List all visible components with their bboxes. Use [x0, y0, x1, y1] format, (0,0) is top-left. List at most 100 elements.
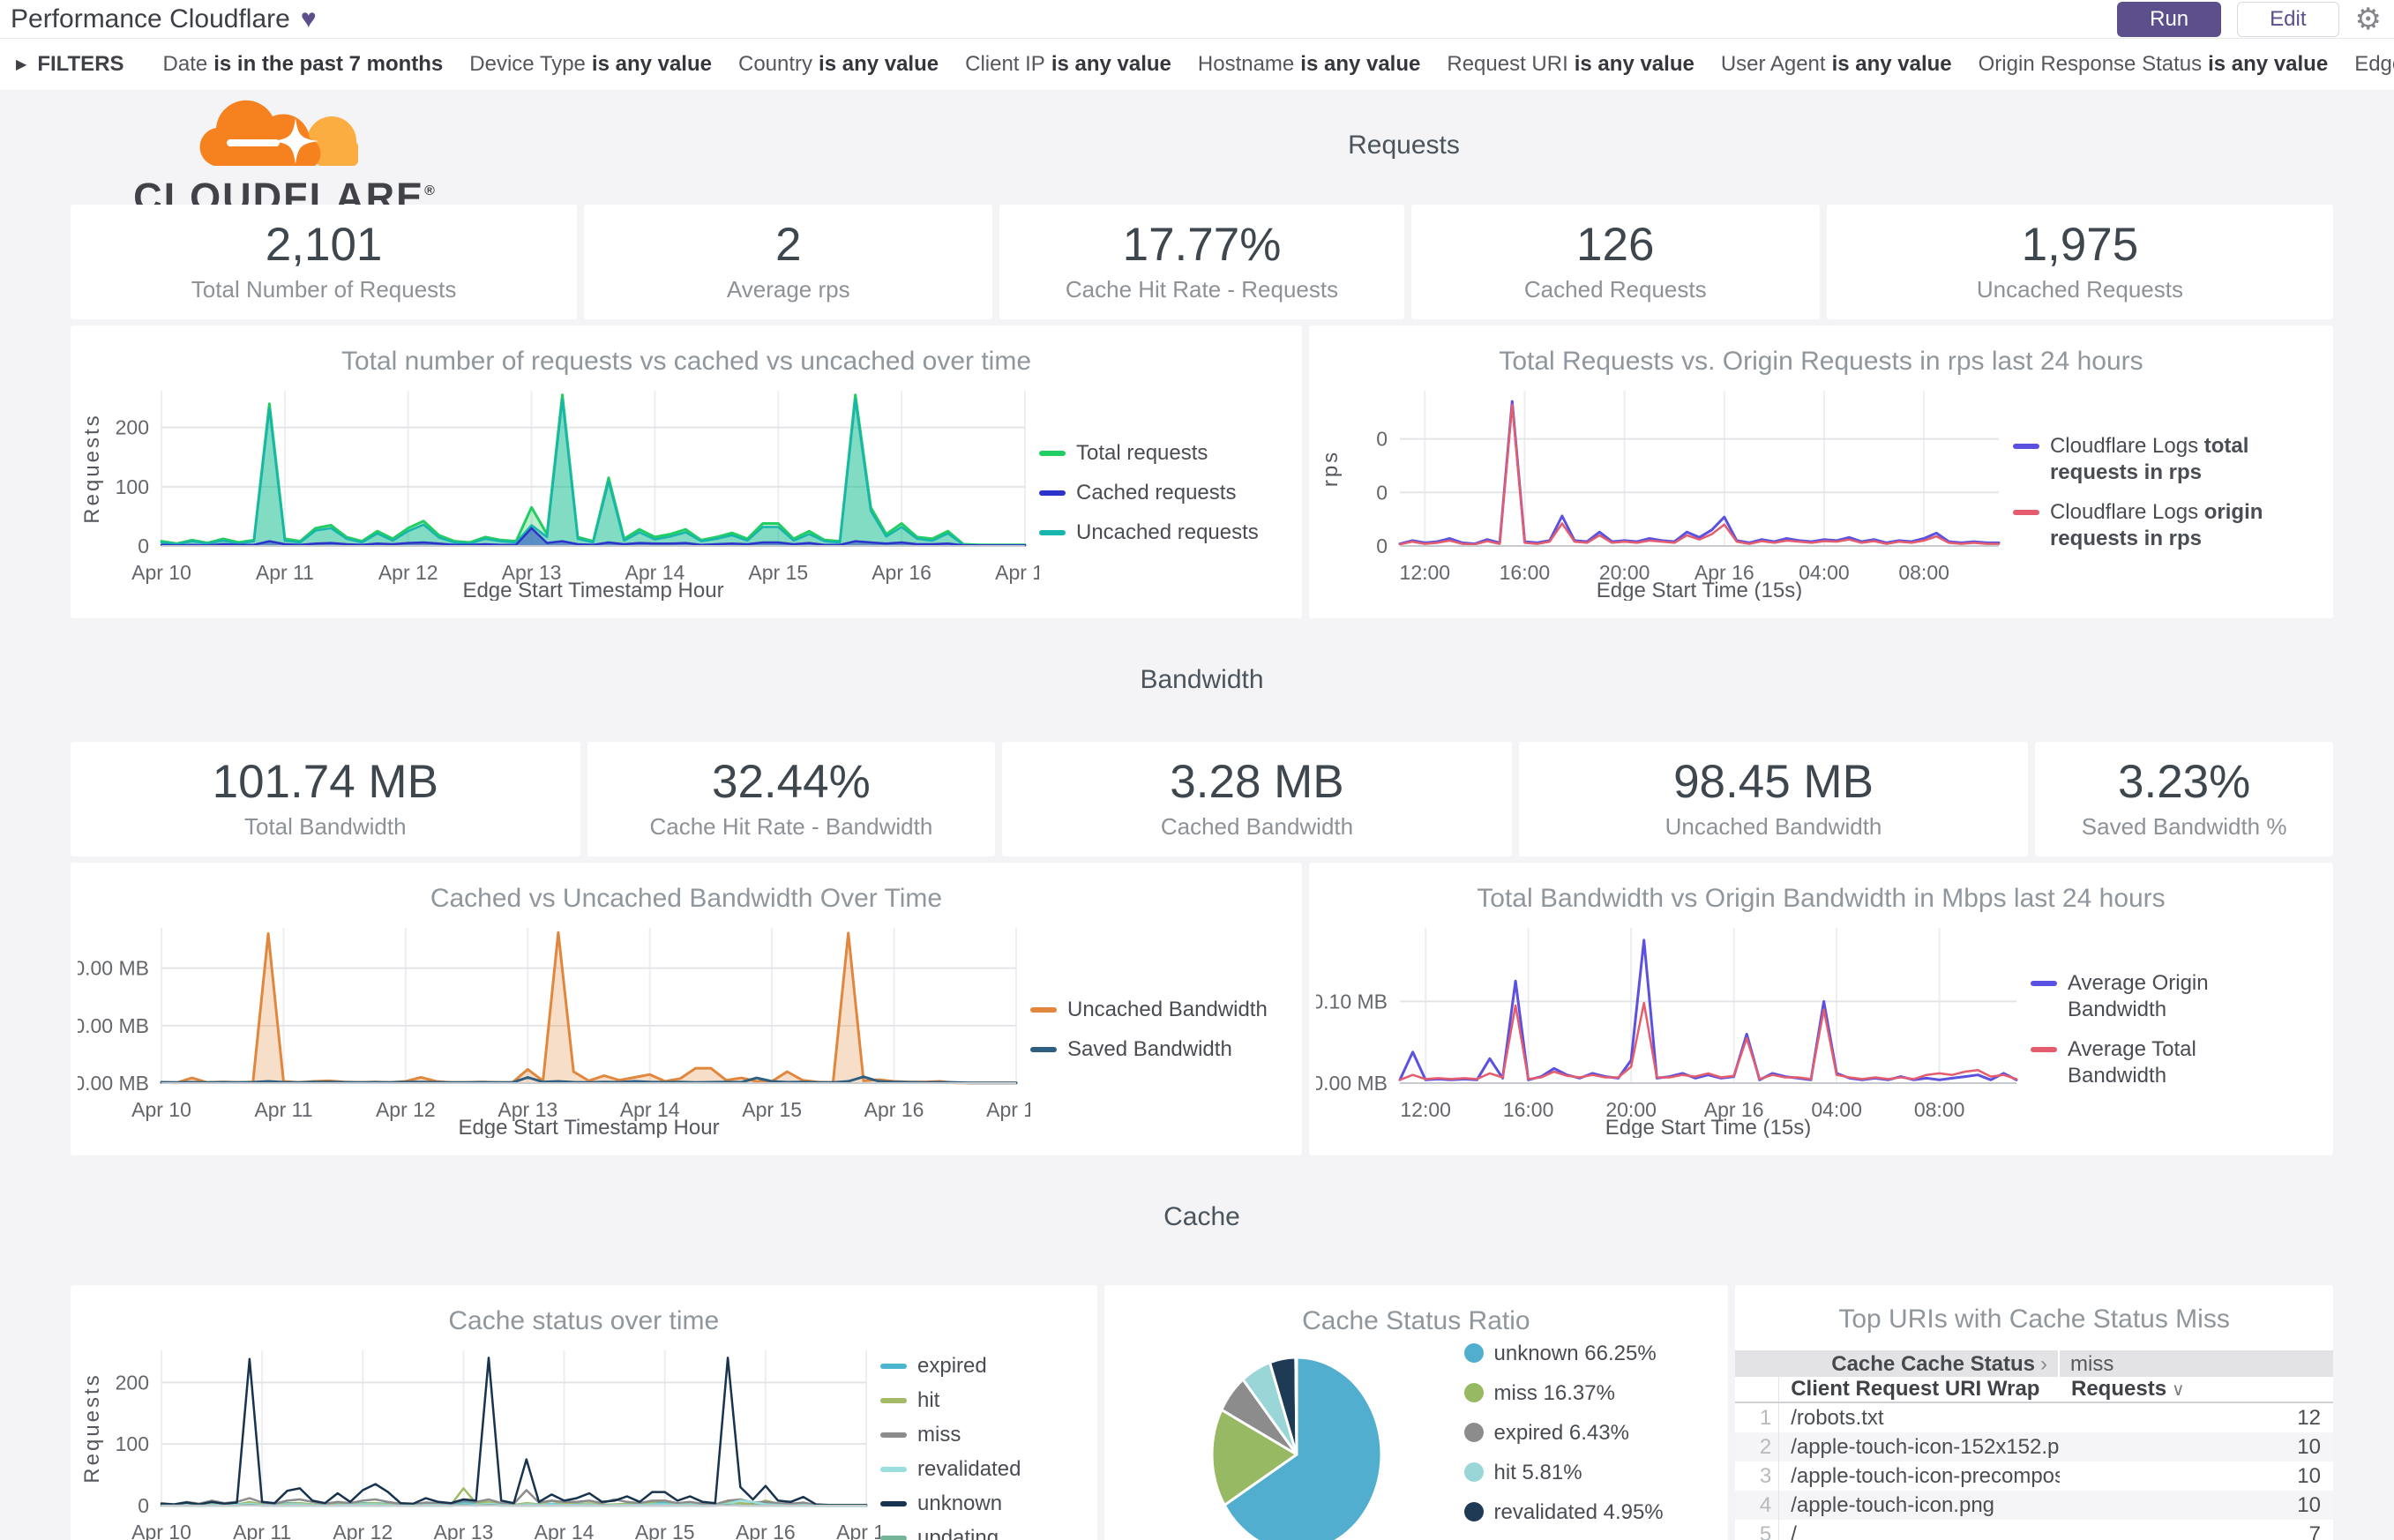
filter-item-request-uri[interactable]: Request URI is any value — [1447, 52, 1694, 77]
uri-column-header[interactable]: Client Request URI Wrap — [1791, 1377, 2040, 1401]
filter-item-origin-response-status[interactable]: Origin Response Status is any value — [1979, 52, 2329, 77]
legend-item-revalidated[interactable]: revalidated 4.95% — [1463, 1499, 1685, 1526]
top-uris-table-card: Top URIs with Cache Status Miss Cache Ca… — [1735, 1285, 2333, 1540]
legend-dot-icon — [1463, 1383, 1484, 1402]
svg-text:Requests: Requests — [80, 413, 104, 523]
chart-plot[interactable]: 0 100 200 Apr 10 Apr 11 Apr 12 Apr 13 Apr 14 Apr… — [78, 380, 1055, 605]
uri-cell[interactable]: /apple-touch-icon-152x152.png — [1791, 1434, 2060, 1459]
row-number: 1 — [1735, 1403, 1780, 1432]
svg-text:0.10 MB: 0.10 MB — [1316, 990, 1388, 1013]
legend-label: Cloudflare Logs total requests in rps — [2049, 434, 2249, 484]
legend-item-total[interactable]: Total requests — [1039, 440, 1268, 467]
legend-item-unknown[interactable]: unknown — [880, 1491, 1044, 1517]
chart-plot[interactable]: 0.00 MB 10.00 MB 20.00 MB Apr 10 Apr 11 Apr 1… — [71, 917, 1046, 1142]
legend-item-hit[interactable]: hit 5.81% — [1463, 1460, 1685, 1486]
filter-item-client-ip[interactable]: Client IP is any value — [965, 52, 1171, 77]
legend-line-icon — [1039, 529, 1066, 535]
legend-item-cloudflare[interactable]: Cloudflare Logs total requests in rps — [2012, 433, 2304, 486]
legend-item-average[interactable]: Average Origin Bandwidth — [2030, 970, 2295, 1023]
legend-line-icon — [880, 1364, 907, 1369]
requests-kpi-card: 2,101 Total Number of Requests — [71, 205, 578, 319]
run-button[interactable]: Run — [2117, 1, 2222, 37]
legend-item-updating[interactable]: updating — [880, 1525, 1044, 1540]
legend-label: Uncached Bandwidth — [1067, 998, 1268, 1021]
legend-item-cached[interactable]: Cached requests — [1039, 480, 1268, 506]
filter-item-country[interactable]: Country is any value — [738, 52, 939, 77]
row-number-header — [1735, 1377, 1780, 1402]
bandwidth-kpi-card: 3.28 MB Cached Bandwidth — [1002, 742, 1512, 856]
kpi-value: 101.74 MB — [212, 755, 438, 808]
legend-label: miss — [917, 1423, 961, 1447]
legend-item-unknown[interactable]: unknown 66.25% — [1463, 1341, 1685, 1367]
svg-text:0: 0 — [1376, 481, 1388, 504]
svg-text:04:00: 04:00 — [1811, 1098, 1862, 1121]
requests-cell[interactable]: 12 — [2297, 1405, 2321, 1430]
legend-item-cloudflare[interactable]: Cloudflare Logs origin requests in rps — [2012, 499, 2304, 552]
table-row: 3/apple-touch-icon-precomposed.png 10 — [1735, 1462, 2333, 1491]
svg-text:200: 200 — [116, 1371, 149, 1394]
filter-item-hostname[interactable]: Hostname is any value — [1198, 52, 1420, 77]
kpi-value: 3.23% — [2118, 755, 2251, 808]
legend-item-expired[interactable]: expired — [880, 1353, 1044, 1379]
svg-text:Apr 13: Apr 13 — [498, 1098, 557, 1121]
uri-cell[interactable]: /apple-touch-icon-precomposed.png — [1791, 1463, 2060, 1488]
legend-label: updating — [917, 1526, 999, 1540]
edit-button[interactable]: Edit — [2237, 1, 2339, 37]
legend-item-hit[interactable]: hit — [880, 1387, 1044, 1414]
gear-icon[interactable]: ⚙ — [2354, 2, 2382, 36]
chart-title: Cache status over time — [448, 1306, 720, 1335]
kpi-label: Total Number of Requests — [191, 276, 457, 303]
legend-item-revalidated[interactable]: revalidated — [880, 1456, 1044, 1483]
filter-item-device-type[interactable]: Device Type is any value — [469, 52, 712, 77]
requests-kpi-card: 126 Cached Requests — [1410, 205, 1820, 319]
kpi-label: Cache Hit Rate - Requests — [1065, 276, 1339, 303]
filter-field-label: Request URI — [1447, 52, 1568, 76]
legend-item-saved[interactable]: Saved Bandwidth — [1030, 1036, 1268, 1063]
dashboard-body: CLOUDFLARE® Requests 2,101 Total Number o… — [0, 90, 2394, 1540]
svg-text:Apr 11: Apr 11 — [256, 561, 314, 584]
legend-item-uncached[interactable]: Uncached requests — [1039, 520, 1268, 546]
kpi-label: Cached Bandwidth — [1160, 813, 1354, 841]
uri-cell[interactable]: / — [1791, 1521, 1797, 1540]
uri-cell[interactable]: /apple-touch-icon.png — [1791, 1492, 1995, 1517]
filter-item-user-agent[interactable]: User Agent is any value — [1721, 52, 1952, 77]
requests-cell[interactable]: 10 — [2297, 1492, 2321, 1517]
table-row: 2/apple-touch-icon-152x152.png 10 — [1735, 1432, 2333, 1462]
chart-rps-24h: Total Requests vs. Origin Requests in rp… — [1308, 325, 2333, 618]
legend-item-expired[interactable]: expired 6.43% — [1463, 1420, 1685, 1447]
filter-item-date[interactable]: Date is in the past 7 months — [163, 52, 444, 77]
svg-text:10.00 MB: 10.00 MB — [78, 1014, 149, 1037]
cache-heading-block: Cache — [71, 1155, 2333, 1279]
legend-label: expired — [917, 1354, 987, 1378]
pie-plot[interactable] — [1111, 1340, 1464, 1540]
legend-line-icon — [2030, 981, 2057, 986]
svg-text:Apr 14: Apr 14 — [625, 561, 685, 584]
legend-item-miss[interactable]: miss 16.37% — [1463, 1380, 1685, 1407]
requests-cell[interactable]: 10 — [2297, 1463, 2321, 1488]
chart-plot[interactable]: 0 100 200 Apr 10 Apr 11 Apr 12 Apr 13 Apr 14 Apr… — [78, 1340, 896, 1540]
sort-desc-icon: ∨ — [2172, 1380, 2185, 1400]
chart-body: 0.00 MB 10.00 MB 20.00 MB Apr 10 Apr 11 Apr 1… — [71, 917, 1295, 1142]
chart-plot[interactable]: 0.00 MB 0.10 MB 12:00 16:00 20:00 Apr 16 04:00… — [1312, 917, 2031, 1142]
requests-cell[interactable]: 10 — [2297, 1434, 2321, 1459]
filter-condition: is in the past 7 months — [213, 52, 444, 76]
legend-label: Cached requests — [1076, 480, 1237, 505]
pivot-header-cache-status[interactable]: Cache Cache Status › — [1735, 1350, 2060, 1377]
requests-column-header[interactable]: Requests ∨ — [2071, 1377, 2185, 1401]
svg-text:Apr 15: Apr 15 — [748, 561, 808, 584]
kpi-value: 2,101 — [265, 218, 383, 271]
requests-cell[interactable]: 7 — [2308, 1521, 2321, 1540]
uri-cell[interactable]: /robots.txt — [1791, 1405, 1884, 1430]
legend-item-miss[interactable]: miss — [880, 1422, 1044, 1448]
table-body: 1/robots.txt 12 2/apple-touch-icon-152x152… — [1735, 1403, 2333, 1540]
filters-toggle[interactable]: ▶ FILTERS — [16, 52, 124, 77]
chart-plot[interactable]: 0 0 0 12:00 16:00 20:00 Apr 16 04:00 08:00 Edge S… — [1316, 380, 2013, 605]
svg-text:0: 0 — [1376, 428, 1388, 451]
legend-label: Saved Bandwidth — [1067, 1037, 1232, 1061]
chart-cache-status-ratio: Cache Status Ratio unknown 66.25% miss 16.… — [1103, 1285, 1729, 1540]
legend-item-average[interactable]: Average Total Bandwidth — [2030, 1036, 2295, 1089]
legend-item-uncached[interactable]: Uncached Bandwidth — [1030, 997, 1268, 1023]
svg-text:Apr 11: Apr 11 — [254, 1098, 312, 1121]
svg-text:Edge Start Timestamp Hour: Edge Start Timestamp Hour — [462, 579, 723, 601]
